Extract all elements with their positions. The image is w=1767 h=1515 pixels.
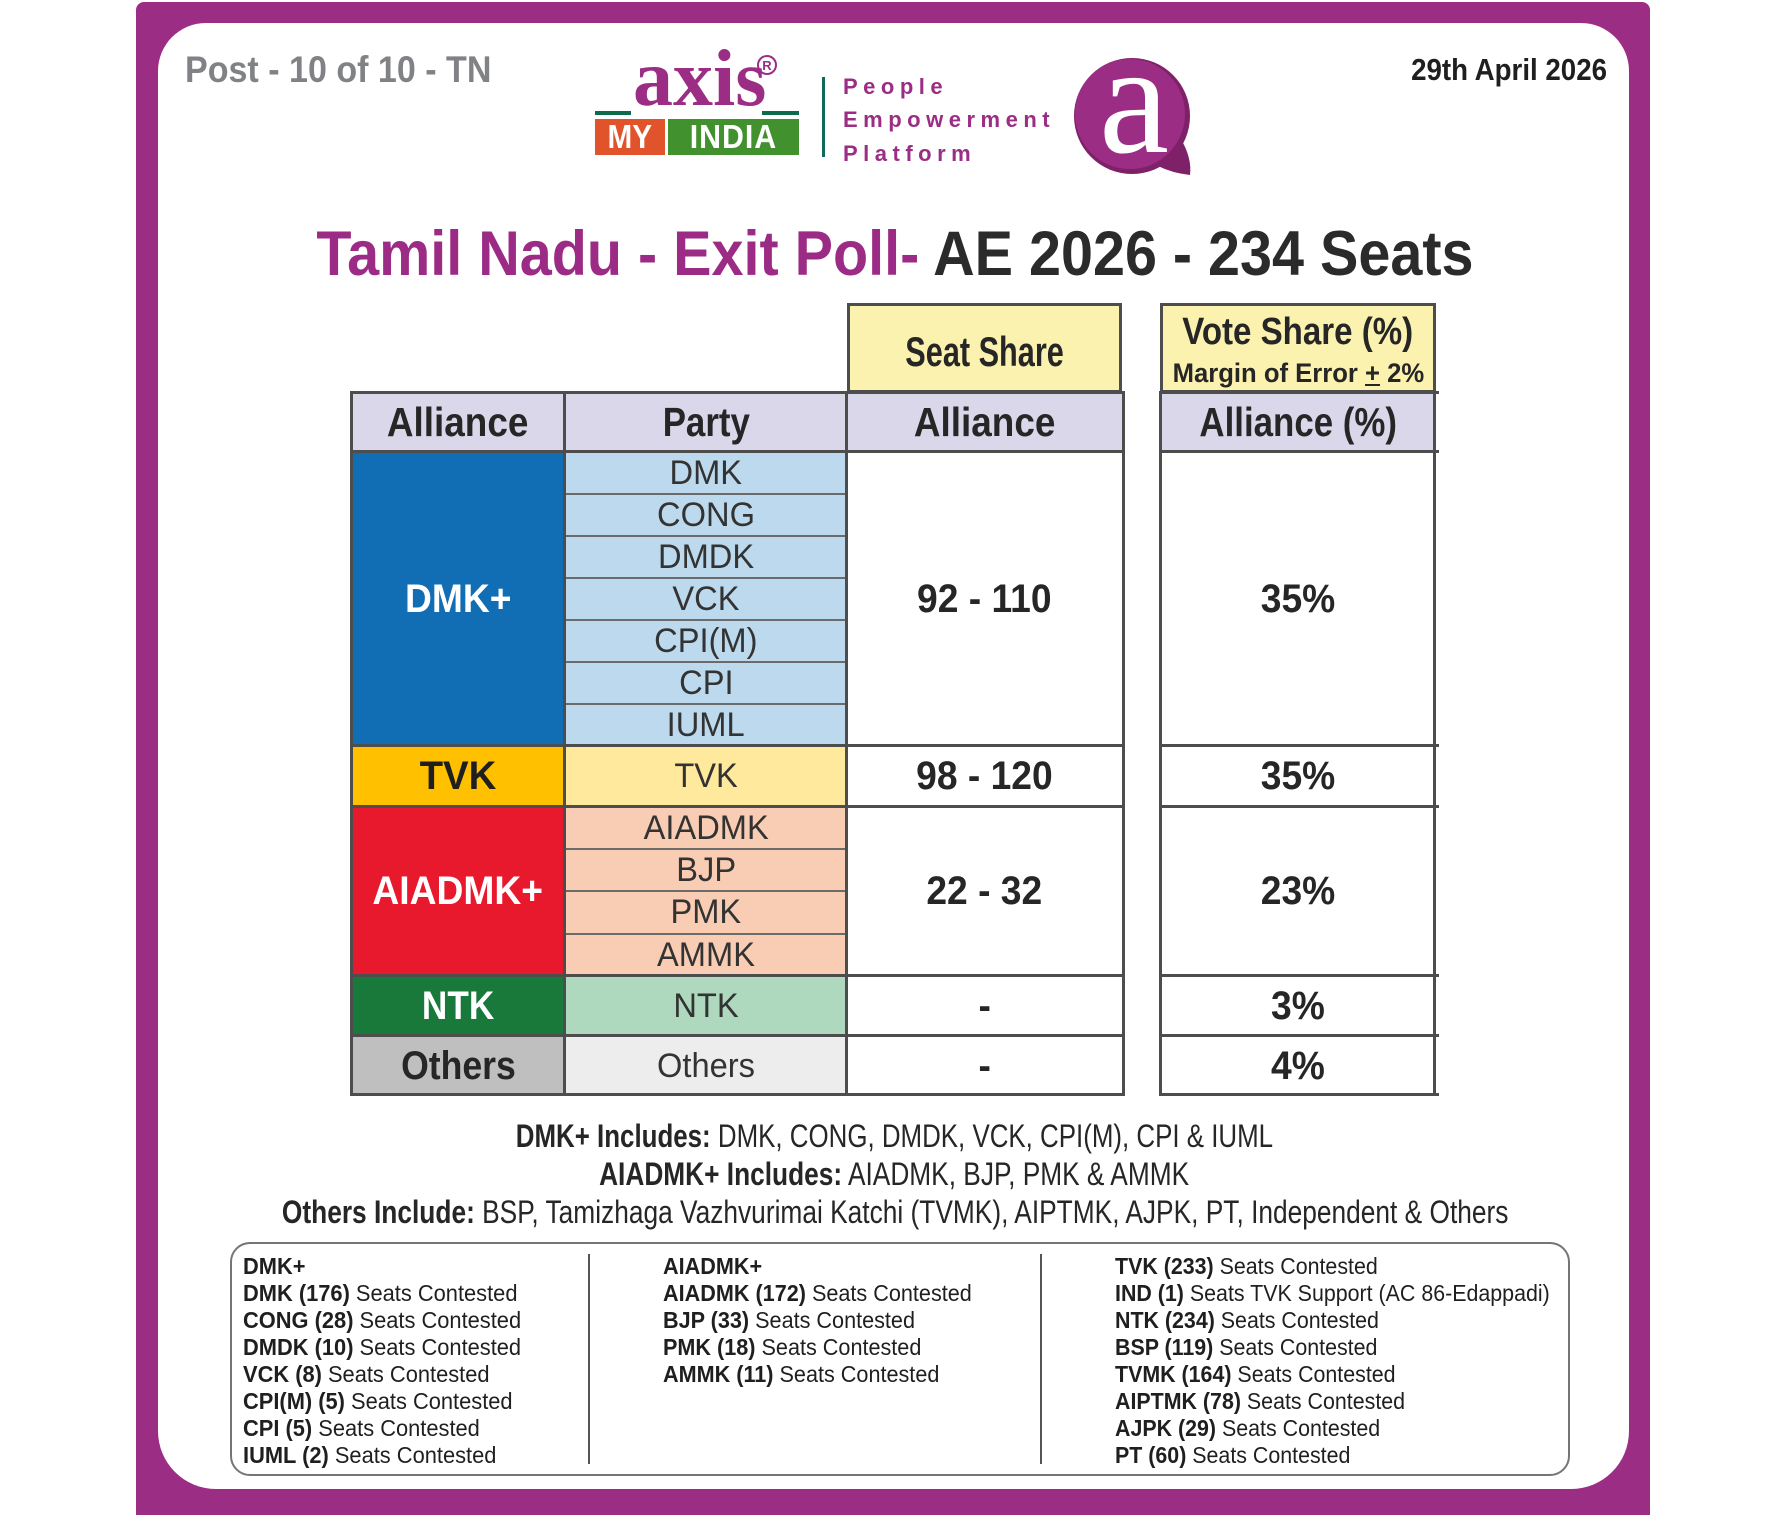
svg-text:a: a [1099,45,1169,187]
